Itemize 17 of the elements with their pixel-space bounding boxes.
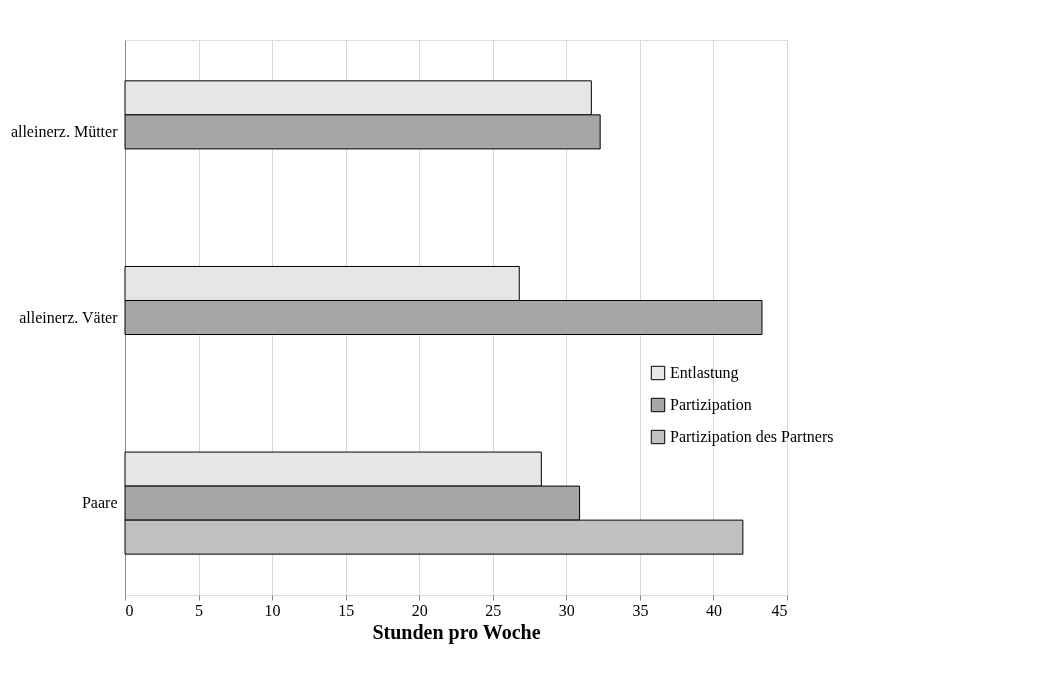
x-tick-label: 25 [485, 601, 502, 619]
y-tick-label: alleinerz. Mütter [10, 122, 119, 140]
x-tick-label: 20 [411, 601, 428, 619]
legend-label: Partizipation des Partners [670, 428, 834, 446]
x-tick-label: 10 [264, 601, 281, 619]
y-tick-label: alleinerz. Väter [19, 308, 119, 326]
x-tick-label: 45 [771, 601, 788, 619]
x-tick-label: 15 [338, 601, 355, 619]
legend-label: Entlastung [670, 364, 739, 382]
x-tick-label: 35 [632, 601, 649, 619]
legend-label: Partizipation [670, 396, 752, 414]
x-tick-label: 5 [195, 601, 204, 619]
x-tick-label: 0 [125, 601, 134, 619]
x-tick-label: 40 [705, 601, 722, 619]
x-tick-label: 30 [558, 601, 575, 619]
x-axis-title: Stunden pro Woche [372, 620, 541, 644]
y-tick-label: Paare [81, 494, 118, 512]
